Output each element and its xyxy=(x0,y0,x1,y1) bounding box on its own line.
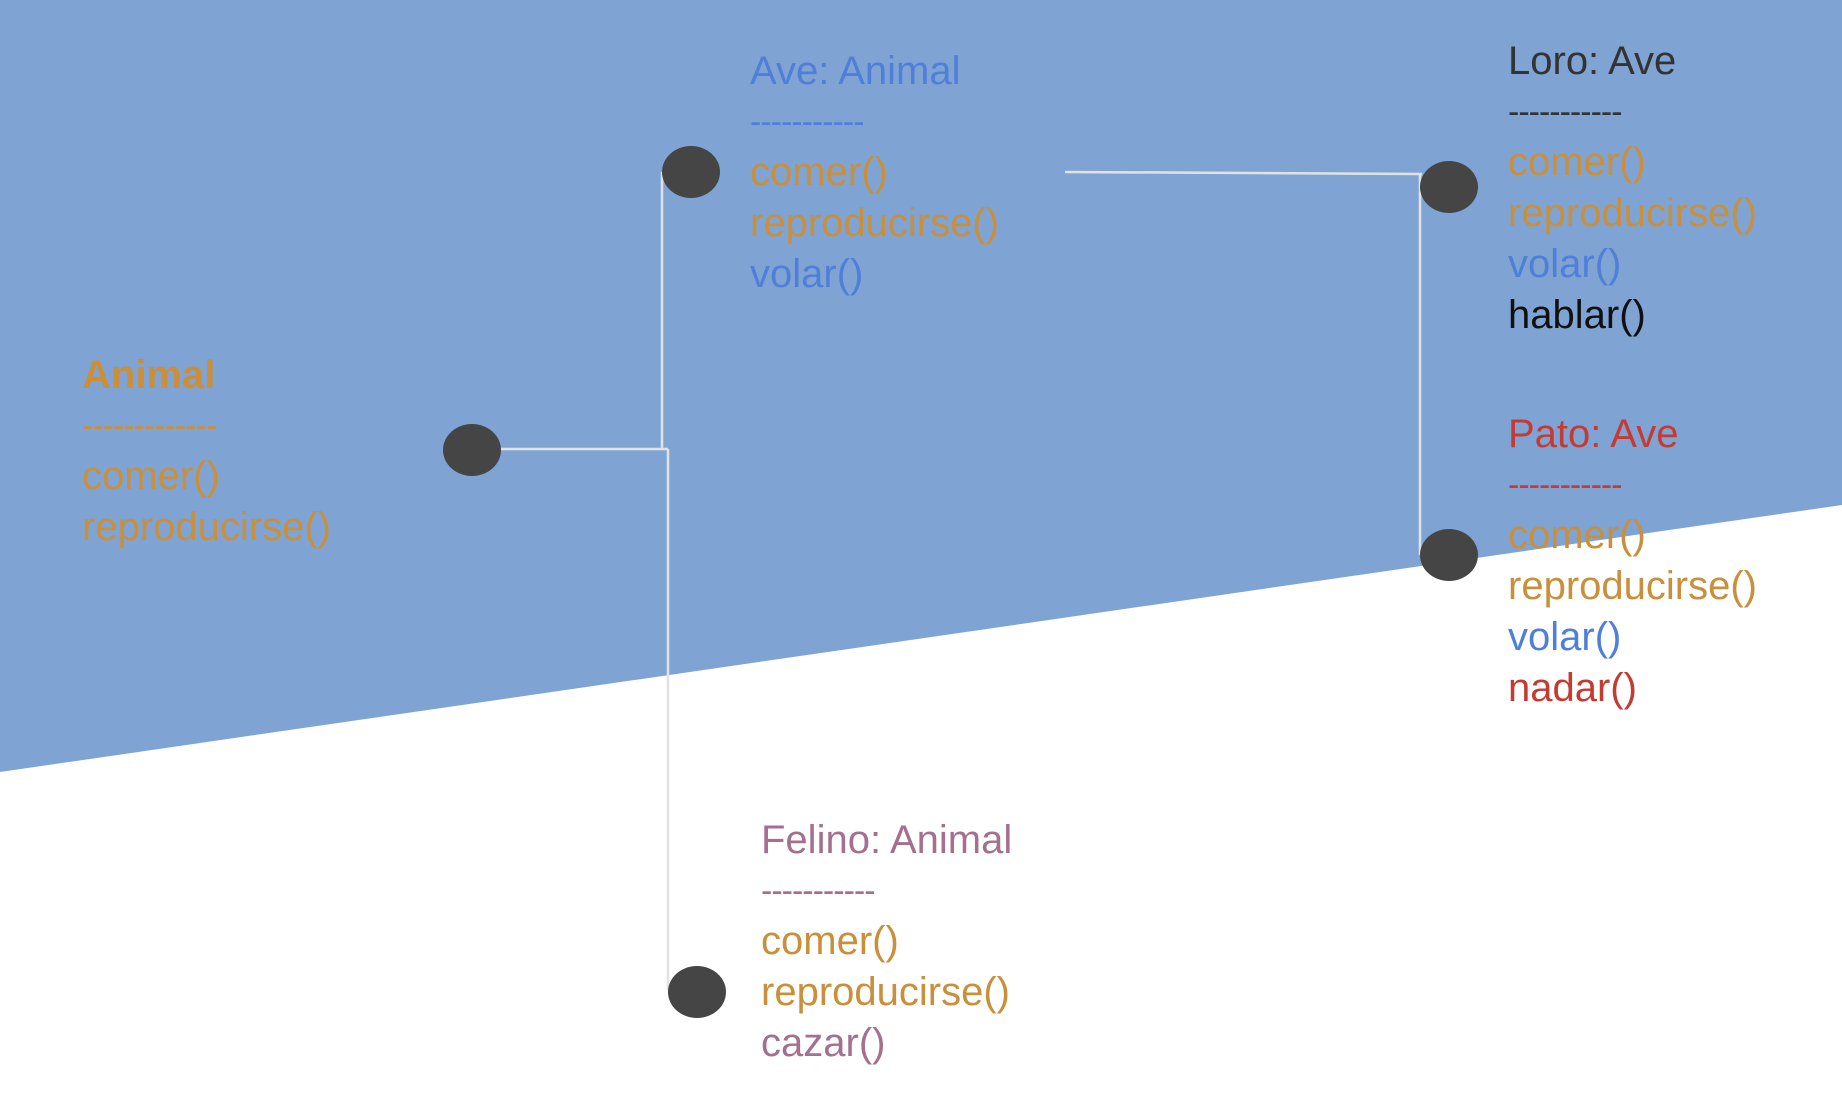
class-separator: ------------- xyxy=(82,407,217,445)
method-reproducirse: reproducirse() xyxy=(750,201,999,245)
method-volar: volar() xyxy=(1508,615,1622,659)
class-separator: ----------- xyxy=(761,872,876,910)
node-ave xyxy=(662,146,720,198)
method-comer: comer() xyxy=(1508,513,1646,557)
class-pato: Pato: Ave ----------- comer() reproducir… xyxy=(1508,409,1757,714)
node-animal xyxy=(443,424,501,476)
method-comer: comer() xyxy=(82,454,220,498)
method-reproducirse: reproducirse() xyxy=(1508,191,1757,235)
class-title: Animal xyxy=(82,353,216,397)
class-ave: Ave: Animal ----------- comer() reproduc… xyxy=(750,46,999,300)
class-loro: Loro: Ave ----------- comer() reproducir… xyxy=(1508,36,1757,341)
class-separator: ----------- xyxy=(1508,466,1623,504)
method-reproducirse: reproducirse() xyxy=(761,970,1010,1014)
method-reproducirse: reproducirse() xyxy=(1508,564,1757,608)
method-comer: comer() xyxy=(1508,140,1646,184)
class-animal: Animal ------------- comer() reproducirs… xyxy=(82,350,331,553)
class-title: Pato: Ave xyxy=(1508,412,1679,456)
node-pato xyxy=(1420,529,1478,581)
method-comer: comer() xyxy=(750,150,888,194)
method-reproducirse: reproducirse() xyxy=(82,505,331,549)
class-title: Felino: Animal xyxy=(761,818,1013,862)
class-separator: ----------- xyxy=(1508,93,1623,131)
class-title: Loro: Ave xyxy=(1508,39,1677,83)
method-comer: comer() xyxy=(761,919,899,963)
class-title: Ave: Animal xyxy=(750,49,961,93)
blue-background-band xyxy=(0,0,1842,772)
method-hablar: hablar() xyxy=(1508,293,1646,337)
node-loro xyxy=(1420,161,1478,213)
connector-ave-horizontal xyxy=(1064,170,1423,176)
node-felino xyxy=(668,966,726,1018)
method-volar: volar() xyxy=(1508,242,1622,286)
class-felino: Felino: Animal ----------- comer() repro… xyxy=(761,815,1012,1069)
method-nadar: nadar() xyxy=(1508,666,1637,710)
method-volar: volar() xyxy=(750,252,864,296)
method-cazar: cazar() xyxy=(761,1021,886,1065)
class-separator: ----------- xyxy=(750,103,865,141)
